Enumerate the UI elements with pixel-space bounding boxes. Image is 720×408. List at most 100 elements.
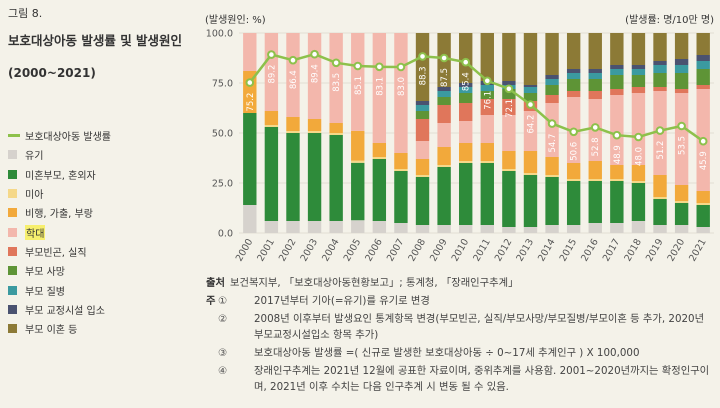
legend-item-parent-death: 부모 사망 bbox=[8, 261, 111, 280]
legend-label: 부모 이혼 등 bbox=[25, 325, 78, 337]
bar-segment bbox=[415, 101, 430, 105]
bar-segment bbox=[243, 113, 257, 205]
bar-segment bbox=[329, 221, 343, 233]
note-number: ② bbox=[218, 313, 228, 325]
rate-point bbox=[547, 119, 557, 128]
bar-segment bbox=[610, 65, 624, 69]
bar-segment bbox=[480, 161, 494, 163]
x-tick-label: 2010 bbox=[450, 237, 472, 263]
rate-data-label: 83.5 bbox=[332, 73, 342, 92]
bar-segment bbox=[480, 33, 494, 81]
bar-segment bbox=[674, 33, 689, 59]
bar-segment bbox=[545, 225, 559, 233]
bar-segment bbox=[696, 227, 710, 233]
y-tick-label: 50.0 bbox=[212, 129, 233, 140]
rate-data-label: 75.2 bbox=[246, 93, 256, 112]
bar-segment bbox=[372, 221, 387, 233]
source-row: 출처 보건복지부, 「보호대상아동현황보고」; 통계청, 「장래인구추계」 bbox=[206, 275, 716, 291]
bar-segment bbox=[588, 91, 602, 99]
legend-swatch bbox=[8, 285, 17, 295]
bar-segment bbox=[459, 225, 473, 233]
rate-point bbox=[331, 58, 341, 68]
bar-segment bbox=[588, 69, 602, 73]
rate-data-label: 83.1 bbox=[375, 77, 385, 96]
bar-segment bbox=[696, 191, 710, 203]
legend-item-rate: 보호대상아동 발생률 bbox=[8, 126, 111, 145]
x-tick-label: 2002 bbox=[277, 237, 299, 263]
rate-data-label: 51.2 bbox=[656, 141, 666, 160]
rate-point bbox=[482, 76, 492, 86]
rate-data-label: 48.0 bbox=[634, 147, 644, 166]
bar-segment bbox=[415, 175, 430, 177]
bar-segment bbox=[286, 221, 300, 233]
legend-label: 부모 사망 bbox=[25, 267, 65, 279]
bar-segment bbox=[610, 33, 624, 65]
bar-segment bbox=[653, 87, 667, 91]
bar-segment bbox=[545, 75, 559, 79]
legend-item-delinquency: 비행, 가출, 부랑 bbox=[8, 203, 111, 222]
bar-segment bbox=[502, 171, 516, 227]
rate-data-label: 89.2 bbox=[267, 65, 277, 84]
bar-segment bbox=[653, 225, 667, 233]
bar-segment bbox=[351, 33, 365, 131]
bar-segment bbox=[545, 85, 559, 95]
bar-segment bbox=[588, 179, 602, 181]
bar-segment bbox=[372, 159, 387, 221]
bar-segment bbox=[631, 221, 646, 233]
bar-segment bbox=[523, 227, 538, 233]
bar-segment bbox=[674, 203, 689, 225]
legend-label: 부모 교정시설 입소 bbox=[25, 305, 105, 317]
bar-segment bbox=[610, 181, 624, 223]
bar-segment bbox=[566, 69, 581, 73]
bar-segment bbox=[329, 133, 343, 135]
x-tick-label: 2000 bbox=[234, 237, 256, 263]
bar-segment bbox=[523, 151, 538, 173]
bar-segment bbox=[653, 175, 667, 197]
bar-segment bbox=[631, 75, 646, 87]
rate-point bbox=[569, 127, 578, 137]
legend-item-poverty: 부모빈곤, 실직 bbox=[8, 242, 111, 261]
note-row: ④ 장래인구추계는 2021년 12월에 공표한 자료이며, 중위추계를 사용함… bbox=[206, 363, 716, 395]
legend-item-divorce: 부모 이혼 등 bbox=[8, 319, 111, 338]
x-tick-label: 2003 bbox=[299, 237, 321, 263]
bar-segment bbox=[610, 179, 624, 181]
note-text: 2017년부터 기아(=유기)를 유기로 변경 bbox=[254, 295, 430, 307]
rate-point bbox=[288, 55, 298, 65]
bar-segment bbox=[588, 161, 602, 179]
bar-segment bbox=[674, 185, 689, 201]
bar-segment bbox=[653, 61, 667, 65]
legend-label: 유기 bbox=[25, 151, 44, 163]
bar-segment bbox=[631, 93, 646, 165]
rate-point bbox=[461, 57, 471, 67]
bar-segment bbox=[696, 205, 710, 227]
bar-segment bbox=[437, 147, 451, 165]
bar-segment bbox=[696, 61, 710, 69]
bar-segment bbox=[459, 83, 473, 87]
legend-item-parent-prison: 부모 교정시설 입소 bbox=[8, 300, 111, 319]
bar-segment bbox=[286, 131, 300, 133]
bar-segment bbox=[415, 33, 430, 101]
bar-segment bbox=[459, 121, 473, 143]
legend-swatch bbox=[8, 169, 17, 179]
x-tick-label: 2009 bbox=[428, 237, 450, 263]
bar-segment bbox=[631, 69, 646, 75]
y-tick-label: 0.0 bbox=[218, 229, 233, 240]
rate-point bbox=[677, 121, 686, 131]
bar-segment bbox=[437, 167, 451, 225]
x-tick-label: 2007 bbox=[385, 237, 407, 263]
bar-segment bbox=[696, 85, 710, 89]
x-tick-label: 2018 bbox=[622, 237, 644, 263]
bar-segment bbox=[480, 163, 494, 225]
bar-segment bbox=[696, 203, 710, 205]
note-number: ④ bbox=[218, 365, 228, 377]
bar-segment bbox=[351, 162, 365, 221]
rate-point bbox=[526, 100, 535, 109]
note-number: ③ bbox=[218, 347, 228, 359]
x-tick-label: 2021 bbox=[687, 237, 709, 263]
bar-segment bbox=[631, 165, 646, 181]
rate-point bbox=[634, 132, 643, 142]
rate-point bbox=[353, 61, 363, 71]
bar-segment bbox=[631, 183, 646, 221]
legend-label: 비행, 가출, 부랑 bbox=[25, 209, 93, 221]
